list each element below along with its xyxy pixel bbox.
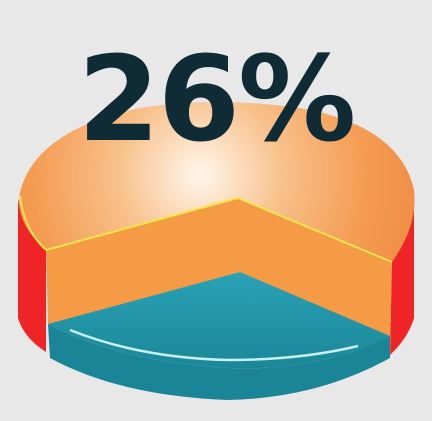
orange-top-surface <box>19 102 415 262</box>
yellow-edge-right <box>237 197 393 263</box>
teal-slice-side <box>48 324 390 400</box>
red-side-right <box>390 198 414 355</box>
teal-rim-highlight <box>69 328 359 362</box>
teal-slice-top <box>48 272 390 369</box>
red-side-left <box>18 198 46 352</box>
yellow-edge-left <box>45 197 239 251</box>
yellow-edge-rim <box>19 195 47 251</box>
percent-label: 26% <box>77 30 356 168</box>
